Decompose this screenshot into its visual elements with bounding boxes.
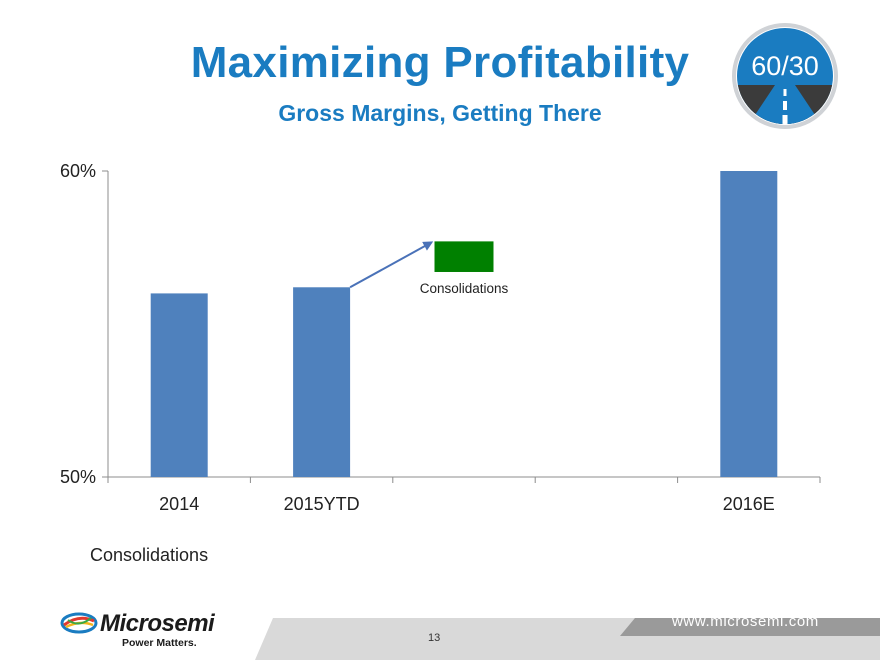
slide-subtitle: Gross Margins, Getting There [278,100,602,126]
logo-tagline: Power Matters. [122,637,197,649]
badge-text: 60/30 [751,51,819,81]
sixty-thirty-badge: 60/30 [731,22,839,130]
bar-2016E [720,171,778,477]
y-tick-label: 50% [60,467,96,487]
website-url[interactable]: www.microsemi.com [672,613,819,630]
microsemi-logo: Microsemi Power Matters. [60,610,215,652]
consolidations-label: Consolidations [420,281,509,296]
x-tick-label: 2014 [159,494,199,514]
bar-2015YTD [293,287,351,477]
footer-band [255,618,880,660]
y-tick-label: 60% [60,161,96,181]
x-tick-label: 2016E [723,494,775,514]
logo-swirl-icon [60,612,98,634]
consolidation-arrow [349,241,434,289]
bar-2014 [150,293,208,477]
legend-consolidations: Consolidations [90,545,209,565]
page-number: 13 [428,632,441,644]
logo-wordmark: Microsemi [100,610,215,637]
x-tick-label: 2015YTD [284,494,360,514]
consolidations-floating-bar [434,241,494,272]
slide-title: Maximizing Profitability [190,38,690,87]
gross-margin-chart: 50% 60% Consolidations 2014 2015YTD 2016E [60,161,821,514]
